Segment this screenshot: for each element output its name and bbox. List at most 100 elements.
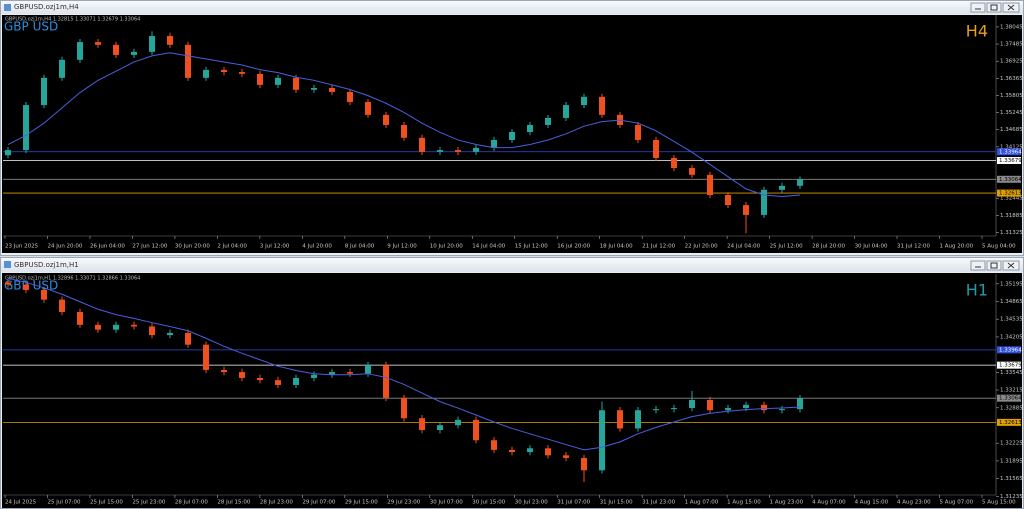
candle-body [671, 408, 677, 410]
y-tick-label: 1.36365 [1000, 76, 1023, 82]
candle-body [401, 124, 407, 138]
x-tick-label: 4 Jul 20:00 [302, 244, 332, 250]
candle-body [527, 448, 533, 453]
symbol-label: GBP USD [4, 20, 58, 34]
candle-body [5, 150, 11, 156]
price-level-label: 1.33679 [999, 363, 1022, 369]
candle-body [743, 205, 749, 215]
x-tick-label: 24 Jul 2025 [5, 500, 37, 506]
x-tick-label: 8 Jul 04:00 [345, 244, 375, 250]
x-tick-label: 29 Jul 23:00 [387, 500, 420, 506]
y-tick-label: 1.31895 [1000, 458, 1023, 464]
candle-body [527, 124, 533, 133]
ohlc-info: GBPUSD.ozj1m,H1 1.32896 1.33071 1.32866 … [5, 276, 140, 282]
y-tick-label: 1.35805 [1000, 93, 1023, 99]
x-tick-label: 28 Jul 15:00 [217, 500, 250, 506]
candle-body [167, 332, 173, 336]
x-tick-label: 31 Jul 12:00 [897, 244, 930, 250]
candle-body [329, 372, 335, 375]
candle-body [455, 150, 461, 152]
minimize-button[interactable] [970, 2, 986, 13]
x-tick-label: 31 Jul 15:00 [600, 500, 633, 506]
y-tick-label: 1.32445 [1000, 196, 1023, 202]
minimize-button[interactable] [970, 260, 986, 271]
candle-body [275, 77, 281, 85]
candle-body [455, 419, 461, 426]
ohlc-info: GBPUSD.ozj1m,H4 1.32815 1.33071 1.32679 … [5, 17, 140, 23]
price-level-label: 1.33064 [999, 396, 1022, 402]
x-tick-label: 31 Jul 23:00 [642, 500, 675, 506]
chart-area[interactable] [2, 273, 1022, 508]
moving-average [7, 52, 801, 198]
y-tick-label: 1.31235 [1000, 494, 1023, 500]
y-tick-label: 1.34205 [1000, 334, 1023, 340]
restore-button[interactable] [986, 2, 1002, 13]
candle-body [185, 332, 191, 345]
candle-body [221, 69, 227, 73]
candle-body [347, 372, 353, 374]
candle-body [239, 372, 245, 378]
candle-body [149, 326, 155, 336]
title-bar[interactable] [1, 258, 1023, 272]
candle-body [221, 369, 227, 373]
x-tick-label: 1 Aug 07:00 [685, 500, 719, 506]
candle-body [743, 404, 749, 409]
window-buttons [970, 2, 1020, 13]
candle-body [5, 282, 11, 285]
candle-body [329, 87, 335, 92]
timeframe-label: H1 [966, 281, 988, 300]
x-tick-label: 28 Jul 23:00 [260, 500, 293, 506]
symbol-label: GBP USD [4, 279, 58, 293]
candle-body [653, 409, 659, 411]
candle-body [707, 399, 713, 411]
x-tick-label: 28 Jul 07:00 [175, 500, 208, 506]
y-tick-label: 1.33545 [1000, 370, 1023, 376]
price-level-tag [997, 418, 1021, 426]
x-tick-label: 5 Aug 07:00 [940, 500, 974, 506]
candle-body [689, 168, 695, 175]
candle-body [635, 124, 641, 140]
candle-body [761, 404, 767, 411]
candle-body [383, 365, 389, 398]
x-tick-label: 2 Jul 04:00 [217, 244, 247, 250]
candle-body [293, 377, 299, 385]
candle-body [77, 311, 83, 325]
x-tick-label: 22 Jul 20:00 [685, 244, 718, 250]
y-tick-label: 1.31325 [1000, 230, 1023, 236]
candle-body [617, 410, 623, 429]
price-level-label: 1.33964 [999, 149, 1022, 155]
x-tick-label: 5 Aug 04:00 [982, 244, 1016, 250]
x-tick-label: 30 Jul 04:00 [855, 244, 888, 250]
candle-body [257, 73, 263, 85]
x-tick-label: 18 Jul 04:00 [600, 244, 633, 250]
candle-body [311, 374, 317, 378]
title-bar[interactable] [1, 1, 1023, 14]
x-tick-label: 25 Jul 23:00 [132, 500, 165, 506]
candle-body [725, 408, 731, 411]
window-icon [4, 4, 11, 11]
x-tick-label: 10 Jul 20:00 [430, 244, 463, 250]
restore-button[interactable] [986, 260, 1002, 271]
x-tick-label: 15 Jul 12:00 [515, 244, 548, 250]
candle-body [23, 284, 29, 290]
timeframe-label: H4 [966, 22, 988, 41]
candle-body [473, 147, 479, 152]
x-tick-label: 26 Jun 04:00 [90, 244, 125, 250]
window-buttons [970, 260, 1020, 271]
price-level-label: 1.32613 [999, 191, 1022, 197]
restore-icon [990, 262, 998, 269]
y-tick-label: 1.34865 [1000, 299, 1023, 305]
moving-average [7, 277, 801, 451]
candle-body [581, 457, 587, 471]
candle-body [599, 96, 605, 115]
candle-body [473, 419, 479, 441]
candle-body [131, 51, 137, 55]
close-icon [1007, 4, 1015, 11]
x-tick-label: 30 Jul 15:00 [472, 500, 505, 506]
candle-body [509, 449, 515, 453]
y-tick-label: 1.33215 [1000, 388, 1023, 394]
x-tick-label: 25 Jul 15:00 [90, 500, 123, 506]
x-tick-label: 16 Jul 20:00 [557, 244, 590, 250]
y-tick-label: 1.38045 [1000, 24, 1023, 30]
y-tick-label: 1.35245 [1000, 110, 1023, 116]
